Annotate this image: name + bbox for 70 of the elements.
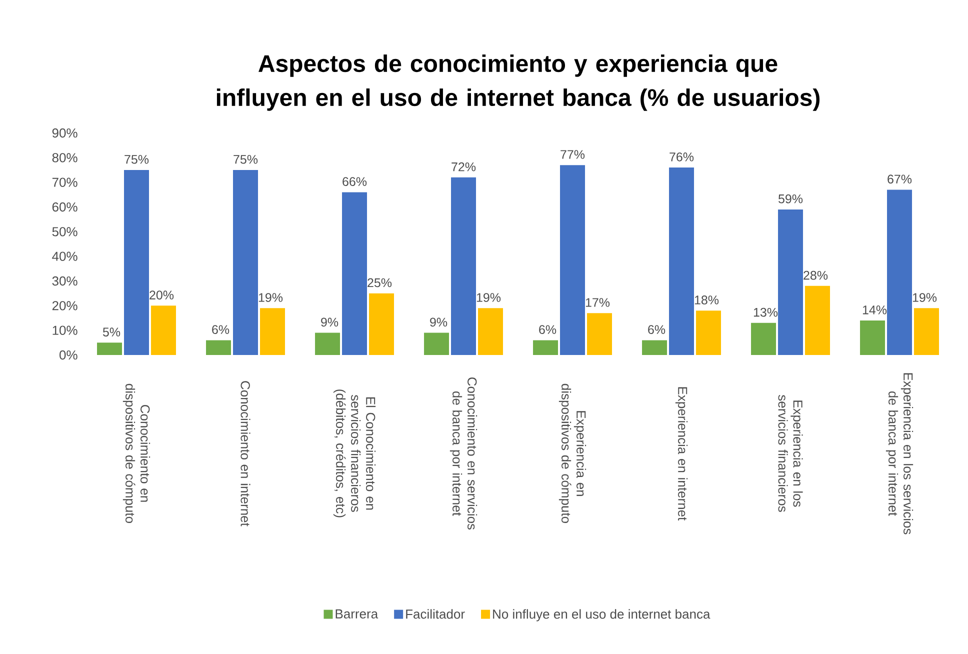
bar	[642, 340, 668, 355]
x-tick-label: Experiencia en dispositivos de cómputo	[558, 384, 586, 523]
data-label: 17%	[586, 298, 610, 307]
bar	[260, 308, 285, 355]
data-label: 18%	[694, 296, 719, 304]
bar	[124, 170, 149, 355]
data-label: 75%	[234, 155, 258, 164]
x-tick-label: Conocimiento en dispositivos de cómputo	[122, 384, 150, 523]
bar	[451, 177, 476, 355]
data-label: 66%	[342, 177, 367, 186]
data-label: 19%	[912, 293, 937, 302]
y-tick-label: 30%	[52, 276, 78, 286]
y-tick-label: 80%	[52, 153, 78, 162]
bar	[342, 192, 368, 355]
bar	[914, 308, 940, 355]
bar	[560, 165, 586, 355]
data-label: 14%	[862, 306, 887, 314]
y-tick-label: 0%	[60, 350, 78, 360]
y-tick-label: 60%	[52, 202, 78, 212]
legend-label: Facilitador	[406, 609, 465, 619]
bar	[533, 340, 558, 355]
chart-title: Aspectos de conocimiento y experiencia que influyen en el uso de internet banca (% de usuarios)	[216, 54, 820, 111]
x-tick-label: Experiencia en los servicios de banca por internet	[886, 373, 914, 534]
legend-label: Barrera	[336, 609, 378, 618]
bar	[233, 170, 258, 355]
data-label: 9%	[321, 318, 338, 327]
bar	[805, 286, 830, 355]
legend-label: No influye en el uso de internet banca	[493, 609, 710, 622]
y-tick-label: 20%	[52, 301, 78, 310]
data-label: 59%	[778, 194, 803, 204]
y-tick-label: 70%	[52, 178, 78, 187]
bar	[150, 306, 176, 355]
bar	[696, 310, 721, 355]
bar	[424, 332, 450, 355]
x-tick-label: Conocimiento en internet	[240, 381, 250, 526]
y-tick-label: 90%	[52, 128, 78, 138]
data-label: 67%	[888, 174, 912, 184]
bar	[860, 320, 886, 355]
bar	[478, 308, 503, 355]
data-label: 76%	[670, 152, 694, 162]
bar	[751, 322, 776, 355]
data-label: 75%	[124, 155, 149, 164]
bar	[368, 293, 394, 355]
x-tick-label: Conocimiento en servicios de banca por internet	[450, 378, 478, 530]
data-label: 6%	[539, 325, 556, 334]
y-tick-label: 40%	[52, 252, 78, 261]
bar	[97, 342, 122, 355]
data-label: 28%	[804, 270, 828, 280]
x-tick-label: Experiencia en los servicios financieros	[778, 394, 803, 512]
data-label: 6%	[648, 325, 666, 334]
data-label: 19%	[258, 293, 283, 302]
y-tick-label: 50%	[52, 227, 78, 236]
data-label: 13%	[754, 308, 778, 317]
bar	[778, 209, 804, 355]
data-label: 6%	[212, 325, 230, 334]
data-label: 5%	[102, 328, 120, 336]
bar	[669, 168, 694, 355]
bar	[587, 313, 612, 355]
y-tick-label: 10%	[52, 326, 78, 335]
x-tick-label: El Conocimiento en servicios financieros (débitos, créditos, etc)	[333, 390, 376, 518]
x-tick-label: Experiencia en internet	[675, 387, 688, 521]
data-label: 19%	[476, 293, 501, 302]
data-label: 20%	[150, 290, 174, 300]
data-label: 77%	[560, 150, 585, 159]
bar	[887, 190, 912, 355]
data-label: 25%	[368, 278, 392, 288]
data-label: 72%	[452, 162, 476, 172]
bar	[206, 340, 232, 355]
bar	[315, 332, 340, 355]
data-label: 9%	[430, 318, 448, 327]
